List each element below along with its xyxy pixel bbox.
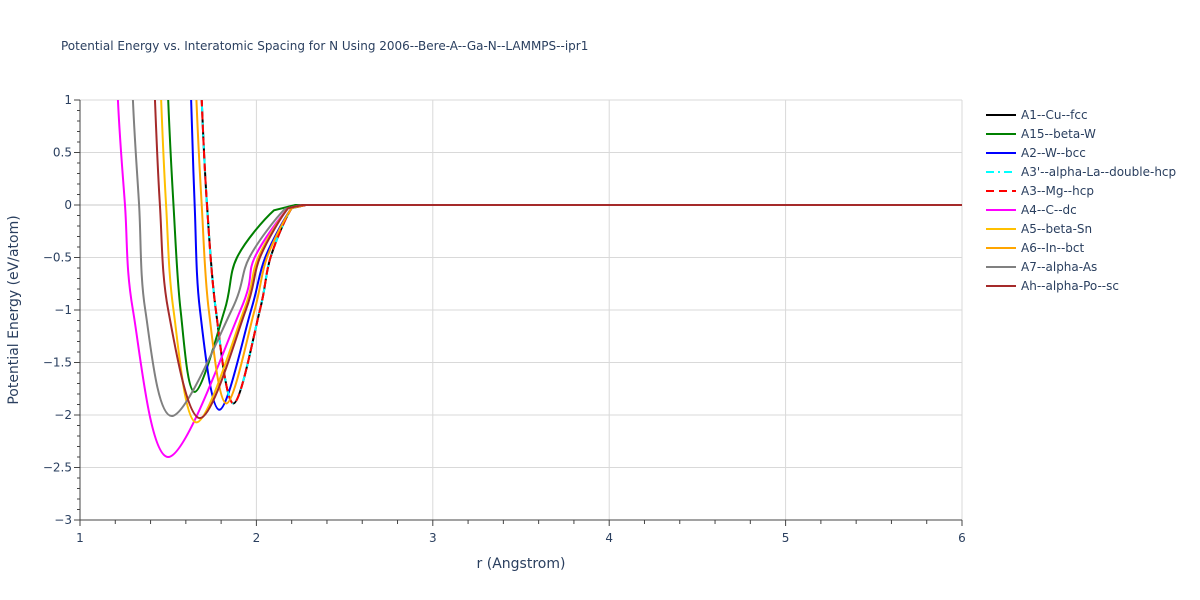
series-line-ah-alpha-po-sc[interactable] bbox=[150, 0, 962, 420]
y-tick-label: −2.5 bbox=[43, 461, 72, 475]
legend-item[interactable]: Ah--alpha-Po--sc bbox=[986, 279, 1119, 293]
x-axis-label: r (Angstrom) bbox=[477, 556, 566, 572]
series-line-a1-cu-fcc[interactable] bbox=[196, 0, 962, 405]
x-tick-label: 5 bbox=[782, 531, 790, 545]
y-tick-label: 0 bbox=[64, 198, 72, 212]
x-tick-label: 3 bbox=[429, 531, 437, 545]
y-tick-label: 0.5 bbox=[53, 146, 72, 160]
legend-label: Ah--alpha-Po--sc bbox=[1021, 279, 1119, 293]
legend-item[interactable]: A15--beta-W bbox=[986, 127, 1096, 141]
y-tick-label: 1 bbox=[64, 93, 72, 107]
legend-item[interactable]: A3'--alpha-La--double-hcp bbox=[986, 165, 1176, 179]
legend-item[interactable]: A5--beta-Sn bbox=[986, 222, 1092, 236]
legend[interactable]: A1--Cu--fcc A15--beta-W A2--W--bcc A3'--alp… bbox=[986, 108, 1176, 293]
grid bbox=[80, 99, 963, 521]
chart-title: Potential Energy vs. Interatomic Spacing… bbox=[61, 39, 588, 53]
y-tick-label: −0.5 bbox=[43, 251, 72, 265]
y-tick-label: −3 bbox=[54, 513, 72, 527]
y-tick-label: −2 bbox=[54, 408, 72, 422]
x-tick-label: 4 bbox=[605, 531, 613, 545]
legend-item[interactable]: A6--In--bct bbox=[986, 241, 1085, 255]
series-line-a3-alpha-la-double-hcp[interactable] bbox=[196, 0, 962, 405]
plot-area[interactable] bbox=[113, 0, 962, 459]
y-axis-label: Potential Energy (eV/atom) bbox=[6, 215, 22, 404]
legend-label: A3'--alpha-La--double-hcp bbox=[1021, 165, 1176, 179]
series-line-a7-alpha-as[interactable] bbox=[128, 0, 962, 418]
legend-label: A2--W--bcc bbox=[1021, 146, 1086, 160]
legend-item[interactable]: A4--C--dc bbox=[986, 203, 1077, 217]
legend-label: A7--alpha-As bbox=[1021, 260, 1097, 274]
y-tick-label: −1 bbox=[54, 303, 72, 317]
legend-item[interactable]: A2--W--bcc bbox=[986, 146, 1086, 160]
series-line-a15-beta-w[interactable] bbox=[163, 0, 962, 393]
legend-item[interactable]: A3--Mg--hcp bbox=[986, 184, 1094, 198]
series-line-a3-mg-hcp[interactable] bbox=[196, 0, 962, 405]
x-tick-label: 2 bbox=[253, 531, 261, 545]
series-line-a6-in-bct[interactable] bbox=[191, 0, 962, 405]
legend-label: A15--beta-W bbox=[1021, 127, 1096, 141]
x-tick-label: 1 bbox=[76, 531, 84, 545]
legend-item[interactable]: A1--Cu--fcc bbox=[986, 108, 1088, 122]
legend-label: A1--Cu--fcc bbox=[1021, 108, 1088, 122]
legend-label: A5--beta-Sn bbox=[1021, 222, 1092, 236]
legend-label: A4--C--dc bbox=[1021, 203, 1077, 217]
legend-label: A3--Mg--hcp bbox=[1021, 184, 1094, 198]
legend-item[interactable]: A7--alpha-As bbox=[986, 260, 1097, 274]
x-tick-label: 6 bbox=[958, 531, 966, 545]
legend-label: A6--In--bct bbox=[1021, 241, 1085, 255]
series-line-a5-beta-sn[interactable] bbox=[156, 0, 962, 424]
y-tick-label: −1.5 bbox=[43, 356, 72, 370]
axes: 1 2 3 4 5 6 1 0.5 0 −0.5 −1 −1.5 −2 −2.5 −3 bbox=[43, 93, 966, 545]
